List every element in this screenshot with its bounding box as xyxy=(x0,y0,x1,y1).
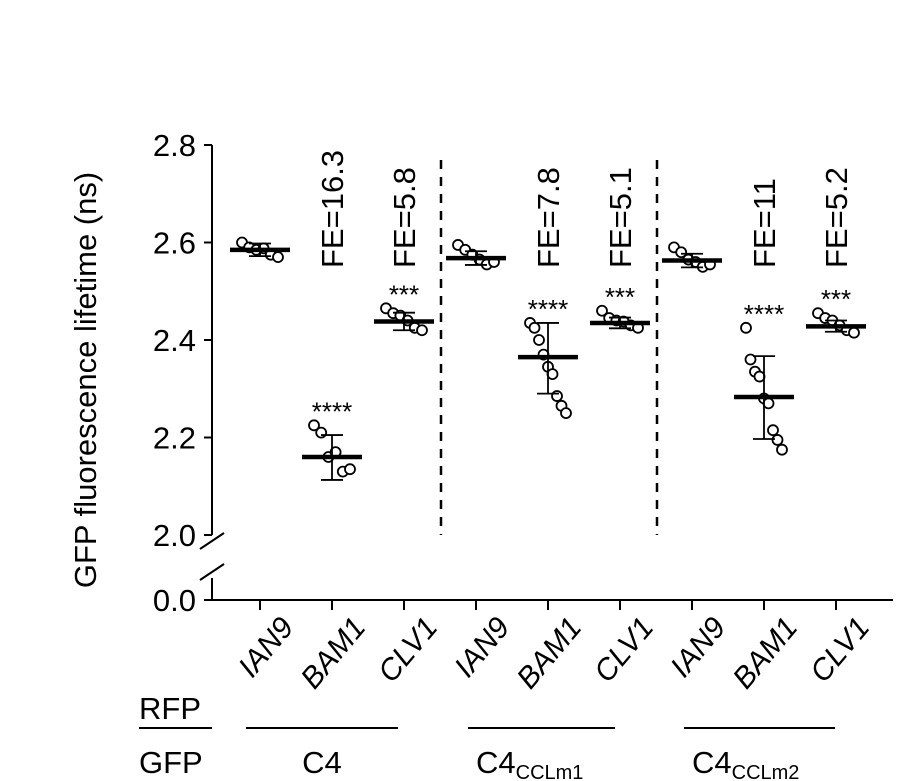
data-marks xyxy=(230,236,866,481)
y-tick-label: 2.8 xyxy=(153,128,196,163)
fold-enrichment-label: FE=7.8 xyxy=(531,167,566,268)
gfp-row-label: GFP xyxy=(139,745,203,780)
data-point xyxy=(528,321,541,334)
data-point xyxy=(767,424,779,437)
data-point xyxy=(344,463,356,476)
fold-enrichment-label: FE=16.3 xyxy=(315,150,350,268)
rfp-category-label: CLV1 xyxy=(588,611,660,688)
data-point xyxy=(315,426,328,439)
group-label: C4CCLm2 xyxy=(692,745,799,781)
significance-label: **** xyxy=(312,396,352,426)
fold-enrichment-label: FE=5.8 xyxy=(387,167,422,268)
rfp-category-label: CLV1 xyxy=(804,611,876,688)
data-point xyxy=(753,370,766,383)
data-point xyxy=(560,407,572,420)
fold-enrichment-label: FE=5.2 xyxy=(819,167,854,268)
data-point xyxy=(848,326,860,339)
data-point xyxy=(551,390,563,402)
y-tick-label: 2.4 xyxy=(153,323,196,358)
y-tick-label: 0.0 xyxy=(153,583,196,618)
data-point xyxy=(776,443,788,456)
annotation-labels: **** FE=16.3 *** FE=5.8 **** FE=7.8 *** FE=5.1 *… xyxy=(312,150,854,426)
rfp-category-label: CLV1 xyxy=(372,611,444,688)
rfp-row-label: RFP xyxy=(139,691,201,726)
significance-label: **** xyxy=(744,299,784,329)
significance-label: *** xyxy=(821,284,851,314)
rfp-category-label: IAN9 xyxy=(664,611,732,684)
data-point xyxy=(546,368,559,381)
group-label-subscript: CCLm1 xyxy=(516,762,584,781)
group-label: C4 xyxy=(302,745,342,780)
data-point xyxy=(272,251,284,264)
rfp-category-label: BAM1 xyxy=(295,611,373,695)
rfp-category-label: BAM1 xyxy=(511,611,589,695)
data-point xyxy=(416,324,428,337)
data-point xyxy=(533,334,545,346)
y-tick-labels: 2.8 2.6 2.4 2.2 2.0 0.0 xyxy=(153,128,196,618)
fold-enrichment-label: FE=5.1 xyxy=(603,167,638,268)
y-tick-label: 2.0 xyxy=(153,518,196,553)
data-point xyxy=(596,304,608,317)
rfp-category-label: IAN9 xyxy=(448,611,516,684)
rfp-category-label: IAN9 xyxy=(232,611,300,684)
significance-label: *** xyxy=(605,282,635,312)
y-tick-label: 2.6 xyxy=(153,226,196,261)
group-dividers xyxy=(439,160,659,535)
data-point xyxy=(771,434,784,446)
significance-label: **** xyxy=(528,294,568,324)
data-point xyxy=(744,353,757,366)
axes xyxy=(199,144,893,610)
data-point xyxy=(308,419,320,432)
data-point xyxy=(762,397,775,410)
data-point xyxy=(740,321,752,334)
significance-label: *** xyxy=(389,279,419,309)
y-axis-label: GFP fluorescence lifetime (ns) xyxy=(68,172,103,588)
group-label: C4CCLm1 xyxy=(476,745,583,781)
y-tick-label: 2.2 xyxy=(153,421,196,456)
rfp-category-label: BAM1 xyxy=(727,611,805,695)
fold-enrichment-label: FE=11 xyxy=(747,178,782,268)
data-point xyxy=(675,246,688,259)
axis-break-mark xyxy=(199,532,225,550)
group-label-subscript: CCLm2 xyxy=(732,762,800,781)
axis-break-mark xyxy=(199,563,225,581)
